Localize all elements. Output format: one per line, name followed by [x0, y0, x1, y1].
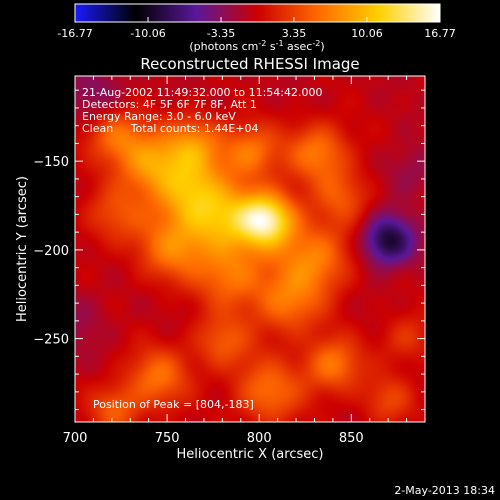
x-tick-label: 750	[155, 431, 180, 446]
colorbar-tick-label: 10.06	[351, 27, 383, 40]
plot-frame	[74, 75, 426, 423]
colorbar-tick-label: -16.77	[57, 27, 92, 40]
colorbar-tick-label: 3.35	[282, 27, 307, 40]
x-tick-label: 700	[63, 431, 88, 446]
y-axis-ticks: −250 −200 −150	[33, 89, 425, 411]
colorbar-tick-label: -3.35	[207, 27, 235, 40]
annotation-clean-total-counts: Clean Total counts: 1.44E+04	[82, 122, 259, 135]
annotation-time-range: 21-Aug-2002 11:49:32.000 to 11:54:42.000	[82, 86, 323, 99]
footer-date: 2-May-2013 18:34	[394, 484, 495, 497]
x-tick-label: 850	[339, 431, 364, 446]
x-axis-ticks: 700 750 800 850	[63, 76, 426, 446]
annotation-energy-range: Energy Range: 3.0 - 6.0 keV	[82, 110, 236, 123]
heatmap-image	[75, 76, 425, 422]
annotation-detectors: Detectors: 4F 5F 6F 7F 8F, Att 1	[82, 98, 257, 111]
chart-title: Reconstructed RHESSI Image	[140, 55, 359, 73]
y-tick-label: −250	[33, 333, 69, 348]
colorbar-ticks: -16.77 -10.06 -3.35 3.35 10.06 16.77	[57, 17, 456, 40]
y-axis-label: Heliocentric Y (arcsec)	[15, 176, 30, 322]
colorbar-tick-label: -10.06	[130, 27, 165, 40]
y-tick-label: −200	[33, 244, 69, 259]
y-tick-label: −150	[33, 155, 69, 170]
peak-position-label: Position of Peak = [804,-183]	[93, 398, 254, 411]
x-axis-label: Heliocentric X (arcsec)	[177, 447, 324, 462]
colorbar-tick-label: 16.77	[424, 27, 456, 40]
annotation-block: 21-Aug-2002 11:49:32.000 to 11:54:42.000…	[82, 86, 323, 135]
colorbar-units-label: (photons cm-2 s-1 asec-2)	[189, 39, 324, 53]
colorbar	[74, 3, 441, 23]
x-tick-label: 800	[247, 431, 272, 446]
